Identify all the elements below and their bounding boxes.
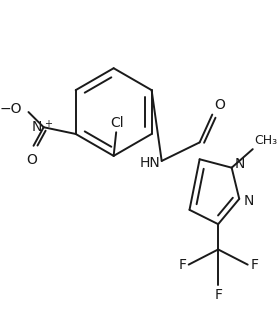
Text: Cl: Cl xyxy=(110,116,124,130)
Text: O: O xyxy=(214,98,225,112)
Text: N: N xyxy=(243,194,254,208)
Text: CH₃: CH₃ xyxy=(254,133,277,147)
Text: +: + xyxy=(44,119,52,129)
Text: N: N xyxy=(235,157,245,171)
Text: F: F xyxy=(250,258,258,272)
Text: O: O xyxy=(26,152,37,167)
Text: HN: HN xyxy=(139,156,160,170)
Text: F: F xyxy=(214,288,222,302)
Text: −O: −O xyxy=(0,102,22,116)
Text: F: F xyxy=(178,258,186,272)
Text: N: N xyxy=(32,120,42,134)
